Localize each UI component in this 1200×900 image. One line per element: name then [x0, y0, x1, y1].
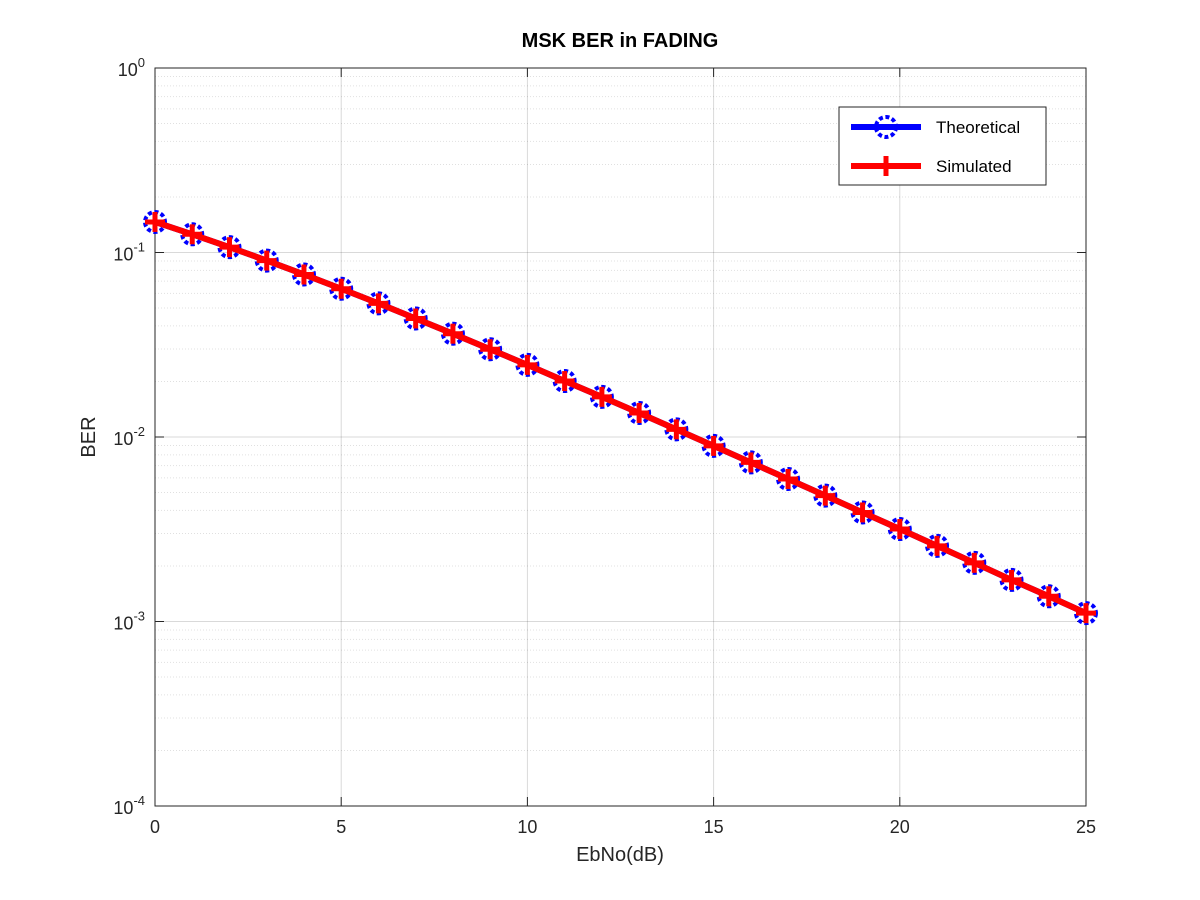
data-point-plus	[442, 323, 463, 344]
data-point-plus	[852, 502, 873, 523]
tick-marks	[154, 67, 1087, 807]
data-point-plus	[1038, 586, 1059, 607]
data-point-plus	[889, 519, 910, 540]
legend-box	[838, 106, 1047, 186]
data-point-circle	[874, 115, 898, 139]
x-tick-labels: 0 5 10 15 20 25	[150, 817, 1096, 837]
y-axis-label: BER	[78, 416, 100, 457]
chart-title: MSK BER in FADING	[522, 30, 719, 52]
legend-label: Simulated	[936, 157, 1012, 176]
data-point-plus	[927, 535, 948, 556]
series	[143, 209, 1098, 626]
y-tick-labels: 100 10-1 10-2 10-3 10-4	[113, 55, 145, 818]
data-point-plus	[219, 237, 240, 258]
data-point-plus	[182, 224, 203, 245]
data-point-plus	[666, 419, 687, 440]
y-tick-label: 10-2	[113, 424, 145, 449]
data-point-plus	[480, 339, 501, 360]
x-tick-label: 5	[336, 817, 346, 837]
data-point-plus	[740, 452, 761, 473]
data-point-plus	[293, 264, 314, 285]
series-simulated	[145, 211, 1096, 624]
data-point-plus	[591, 386, 612, 407]
data-point-plus	[405, 308, 426, 329]
data-point-plus	[1001, 569, 1022, 590]
data-point-plus	[368, 293, 389, 314]
data-point-plus	[703, 435, 724, 456]
data-point-plus	[1076, 603, 1096, 624]
data-point-plus	[778, 469, 799, 490]
x-axis-label: EbNo(dB)	[576, 844, 664, 866]
x-tick-label: 0	[150, 817, 160, 837]
data-point-plus	[331, 278, 352, 299]
y-tick-label: 10-3	[113, 609, 145, 634]
y-tick-label: 10-1	[113, 240, 145, 265]
series-theoretical	[143, 209, 1098, 626]
x-tick-label: 15	[704, 817, 724, 837]
x-tick-label: 25	[1076, 817, 1096, 837]
data-point-plus	[256, 250, 277, 271]
data-point-plus	[964, 552, 985, 573]
x-tick-label: 20	[890, 817, 910, 837]
data-point-plus	[876, 156, 896, 176]
legend: Theoretical Simulated	[838, 106, 1047, 186]
data-point-plus	[145, 211, 165, 232]
data-point-plus	[815, 485, 836, 506]
data-point-plus	[554, 371, 575, 392]
legend-item-simulated: Simulated	[851, 156, 1012, 176]
legend-item-theoretical: Theoretical	[851, 115, 1020, 139]
data-point-plus	[629, 402, 650, 423]
y-tick-label: 10-4	[113, 793, 145, 818]
legend-label: Theoretical	[936, 118, 1020, 137]
y-tick-label: 100	[118, 55, 145, 80]
x-tick-label: 10	[517, 817, 537, 837]
data-point-plus	[517, 354, 538, 375]
